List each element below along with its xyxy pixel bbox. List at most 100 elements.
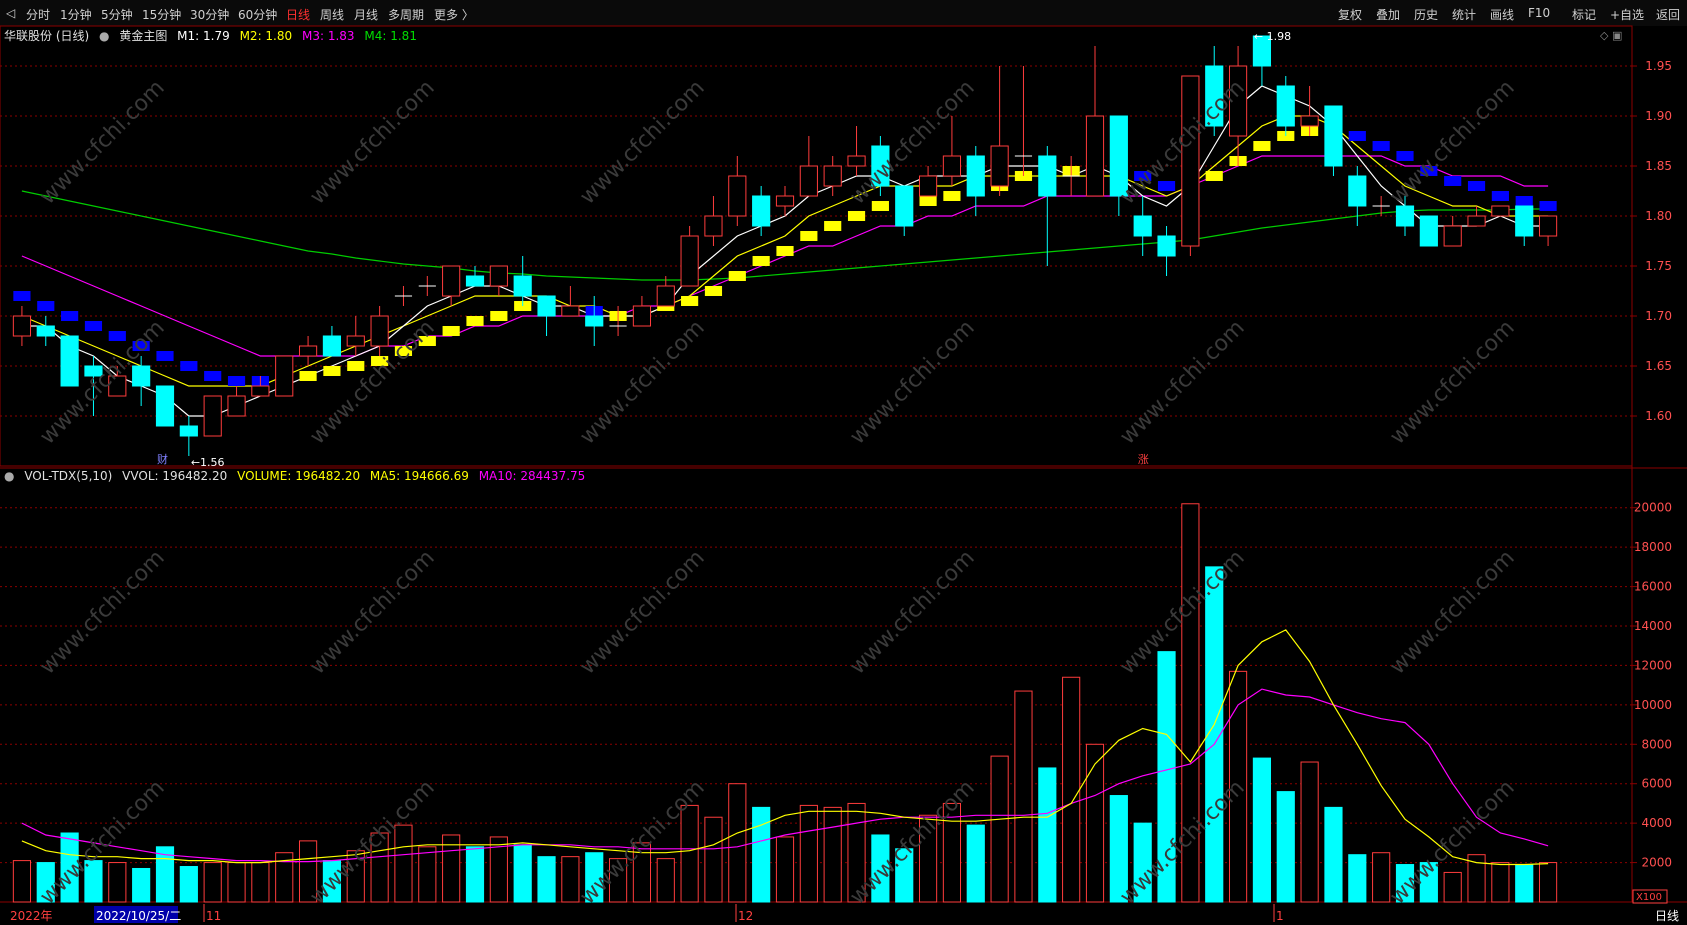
low-annotation: ←1.56: [191, 456, 225, 469]
volume-bar: [752, 806, 771, 903]
volume-bar: [155, 846, 175, 903]
candle-body: [346, 335, 365, 347]
candle-body: [203, 395, 222, 437]
signal-marker: [61, 311, 79, 321]
signal-marker: [204, 371, 222, 381]
period-tab-6[interactable]: 日线: [286, 8, 311, 22]
period-tab-5[interactable]: 60分钟: [238, 8, 278, 22]
volume-tick-label: 14000: [1634, 619, 1672, 633]
volume-bar: [227, 862, 246, 903]
period-label: 日线: [1655, 909, 1679, 923]
period-tab-9[interactable]: 多周期: [388, 8, 425, 22]
tool-button-1[interactable]: 叠加: [1376, 8, 1401, 22]
period-tab-2[interactable]: 5分钟: [101, 8, 133, 22]
candle-body: [656, 285, 675, 307]
signal-marker: [108, 331, 126, 341]
volume-bar: [1133, 822, 1152, 903]
tool-button-3[interactable]: 统计: [1452, 8, 1477, 22]
period-toolbar: 分时 1分钟 5分钟 15分钟 30分钟 60分钟 日线 周线 月线 多周期 更多 〉 ◁ 返回 +自选标…: [0, 0, 1687, 26]
volume-bar: [275, 852, 294, 903]
month-11-label: 11: [206, 909, 221, 923]
volume-tick-label: 10000: [1634, 698, 1672, 712]
volume-tick-label: 20000: [1634, 501, 1672, 515]
volume-bar: [632, 842, 652, 903]
period-tab-3[interactable]: 15分钟: [142, 8, 182, 22]
volume-bar: [1205, 566, 1224, 903]
volume-bar: [918, 814, 938, 903]
cursor-date: 2022/10/25/二: [96, 909, 181, 923]
volume-bar: [1515, 864, 1534, 903]
signal-marker: [466, 316, 484, 326]
volume-bar: [704, 816, 723, 903]
signal-marker: [1515, 196, 1533, 206]
candle-body: [108, 375, 127, 397]
signal-marker: [1467, 181, 1486, 191]
finance-marker: 财: [157, 452, 168, 466]
m3-value: M3: 1.83: [301, 29, 355, 43]
volume-bar: [1085, 743, 1105, 903]
volume-bar: [990, 755, 1009, 903]
tool-button-4[interactable]: 画线: [1490, 8, 1515, 22]
period-tab-4[interactable]: 30分钟: [190, 8, 230, 22]
signal-marker: [371, 356, 389, 366]
vol-toggle-icon[interactable]: ●: [4, 469, 15, 483]
tool-button-6[interactable]: 标记: [1572, 8, 1597, 22]
volume-bar: [1181, 503, 1200, 903]
back-arrow-icon[interactable]: ◁: [6, 6, 16, 20]
volume-bar: [585, 852, 604, 903]
volume-bar: [775, 836, 795, 903]
tool-button-7[interactable]: +自选: [1610, 8, 1645, 22]
volume-bar: [1109, 795, 1128, 903]
signal-marker: [919, 196, 937, 206]
volume-bar: [418, 846, 437, 903]
candle-body: [728, 175, 747, 217]
signal-marker: [490, 311, 508, 321]
volume-bar: [871, 834, 890, 903]
candle-body: [1109, 115, 1128, 197]
volume-bar: [251, 862, 270, 903]
period-tab-0[interactable]: 分时: [26, 8, 51, 22]
signal-marker: [1157, 181, 1176, 191]
period-tab-7[interactable]: 周线: [320, 8, 345, 22]
indicator-name[interactable]: 黄金主图: [119, 29, 168, 43]
signal-marker: [227, 376, 246, 386]
volume-bar: [656, 858, 675, 903]
tool-button-8[interactable]: 返回: [1656, 8, 1681, 22]
candle-body: [1491, 205, 1510, 217]
vol-legend: ● VOL-TDX(5,10) VVOL: 196482.20 VOLUME: …: [4, 469, 591, 483]
period-tab-8[interactable]: 月线: [354, 8, 379, 22]
candle-body: [298, 345, 318, 357]
tool-button-0[interactable]: 复权: [1338, 8, 1363, 22]
signal-marker: [1491, 191, 1509, 201]
volume-bar: [394, 824, 413, 903]
m2-value: M2: 1.80: [239, 29, 293, 43]
volume-bar: [346, 850, 365, 903]
volume-bar: [132, 867, 151, 903]
volume-bar: [608, 858, 628, 903]
volume-bar: [1038, 767, 1057, 903]
candle-body: [179, 425, 198, 437]
volume-bar: [108, 862, 127, 903]
candle-body: [251, 385, 270, 397]
volume-bar: [1300, 761, 1319, 903]
vol-indicator-name[interactable]: VOL-TDX(5,10): [24, 469, 113, 483]
volume-value: VOLUME: 196482.20: [237, 469, 361, 483]
year-label: 2022年: [10, 909, 53, 923]
candle-body: [847, 155, 866, 167]
volume-bar: [561, 856, 580, 903]
period-tab-10[interactable]: 更多 〉: [434, 8, 474, 22]
tool-button-5[interactable]: F10: [1528, 6, 1551, 20]
volume-bar: [1395, 864, 1415, 903]
panel-settings-icon[interactable]: ◇ ▣: [1600, 29, 1623, 42]
candle-body: [60, 335, 79, 387]
candle-body: [1205, 65, 1224, 127]
tool-button-2[interactable]: 历史: [1414, 8, 1439, 22]
period-tab-1[interactable]: 1分钟: [60, 8, 92, 22]
candle-body: [465, 275, 485, 287]
month-1-label: 1: [1276, 909, 1284, 923]
indicator-toggle-icon[interactable]: ●: [99, 29, 110, 43]
ma5-value: MA5: 194666.69: [369, 469, 469, 483]
signal-marker: [776, 246, 794, 256]
month-12-label: 12: [738, 909, 753, 923]
